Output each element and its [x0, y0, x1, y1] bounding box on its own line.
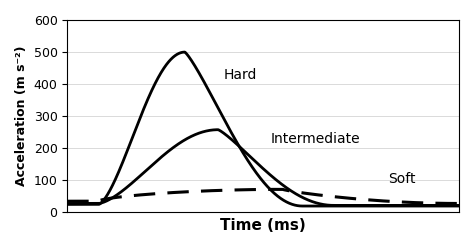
- X-axis label: Time (ms): Time (ms): [220, 218, 306, 233]
- Text: Hard: Hard: [224, 67, 257, 82]
- Text: Soft: Soft: [389, 172, 416, 186]
- Text: Intermediate: Intermediate: [271, 132, 361, 146]
- Y-axis label: Acceleration (m s⁻²): Acceleration (m s⁻²): [15, 46, 28, 186]
